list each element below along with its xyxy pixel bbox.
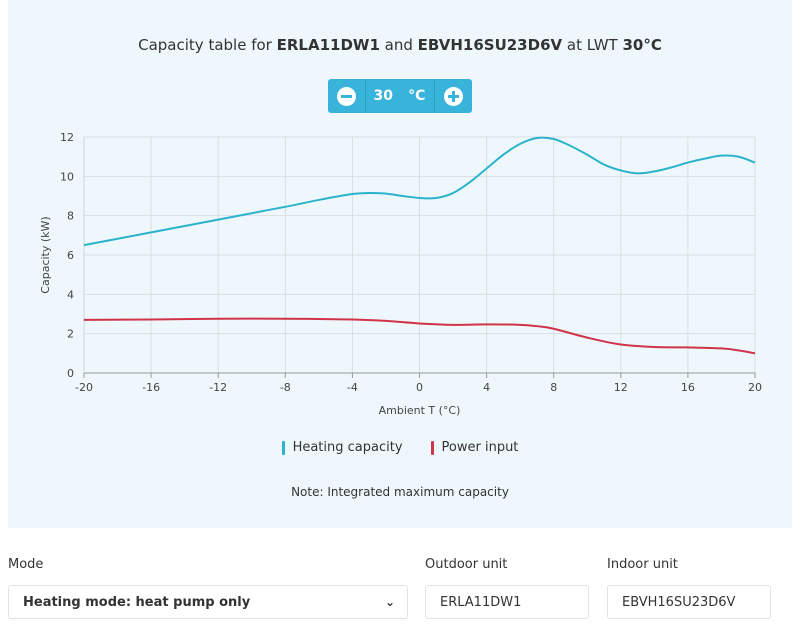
title-at: at LWT [562, 36, 623, 54]
x-tick-label: -4 [347, 381, 358, 394]
y-tick-label: 12 [60, 131, 74, 144]
title-indoor-unit: EBVH16SU23D6V [417, 36, 563, 54]
chevron-down-icon: ⌄ [384, 595, 395, 609]
indoor-unit-field[interactable]: EBVH16SU23D6V [607, 585, 771, 619]
lwt-unit: °C [408, 88, 426, 104]
mode-select[interactable]: Heating mode: heat pump only ⌄ [8, 585, 408, 619]
plus-circle-icon [443, 86, 463, 106]
legend-swatch-heating [281, 440, 285, 455]
outdoor-unit-label: Outdoor unit [425, 557, 508, 572]
increment-button[interactable] [435, 79, 472, 113]
legend-item-heating-capacity[interactable]: Heating capacity [281, 440, 403, 455]
title-lwt: 30°C [622, 36, 662, 54]
page-title: Capacity table for ERLA11DW1 and EBVH16S… [0, 36, 800, 54]
chart-legend: Heating capacity Power input [0, 440, 800, 455]
indoor-unit-label: Indoor unit [607, 557, 678, 572]
title-and: and [379, 36, 418, 54]
y-tick-label: 2 [67, 328, 74, 341]
lwt-stepper: 30 °C [328, 79, 472, 113]
x-tick-label: 12 [614, 381, 628, 394]
x-tick-label: -8 [280, 381, 291, 394]
minus-circle-icon [337, 86, 357, 106]
series-line-heating-capacity [83, 136, 756, 247]
chart-note: Note: Integrated maximum capacity [291, 485, 509, 499]
mode-select-value: Heating mode: heat pump only [23, 594, 251, 610]
x-tick-label: 8 [550, 381, 557, 394]
legend-label-power: Power input [441, 440, 519, 455]
title-prefix: Capacity table for [138, 36, 277, 54]
y-axis-label: Capacity (kW) [39, 216, 52, 293]
indoor-unit-value: EBVH16SU23D6V [622, 594, 736, 610]
x-tick-label: -20 [75, 381, 93, 394]
x-tick-label: -16 [142, 381, 160, 394]
outdoor-unit-value: ERLA11DW1 [440, 594, 522, 610]
x-tick-label: 16 [681, 381, 695, 394]
legend-label-heating: Heating capacity [292, 440, 403, 455]
y-tick-label: 0 [67, 367, 74, 380]
x-tick-label: -12 [209, 381, 227, 394]
decrement-button[interactable] [328, 79, 365, 113]
title-outdoor-unit: ERLA11DW1 [276, 36, 380, 54]
lwt-value: 30 [373, 88, 393, 104]
y-tick-label: 4 [67, 288, 74, 301]
capacity-chart: 0 2 4 6 8 10 12 -20 -16 -12 -8 -4 0 4 8 12 16 20 Ambient T… [39, 131, 762, 417]
y-tick-label: 10 [60, 170, 74, 183]
series-line-power-input [83, 317, 756, 355]
x-tick-label: 4 [483, 381, 490, 394]
y-tick-label: 6 [67, 249, 74, 262]
x-axis-label: Ambient T (°C) [379, 404, 461, 417]
y-tick-label: 8 [67, 210, 74, 223]
x-tick-label: 0 [416, 381, 423, 394]
legend-item-power-input[interactable]: Power input [430, 440, 519, 455]
legend-swatch-power [430, 440, 434, 455]
x-tick-label: 20 [748, 381, 762, 394]
mode-label: Mode [8, 557, 44, 572]
outdoor-unit-field[interactable]: ERLA11DW1 [425, 585, 589, 619]
